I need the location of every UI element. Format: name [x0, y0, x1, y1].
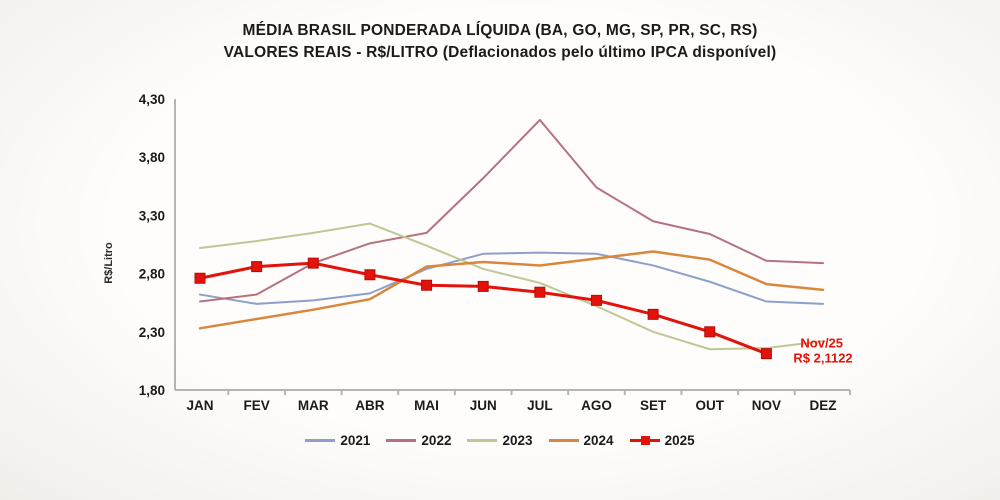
- chart-legend: 2021 2022 2023 2024 2025: [0, 433, 1000, 448]
- chart-title-line2: VALORES REAIS - R$/LITRO (Deflacionados …: [223, 44, 777, 61]
- series-line-2022: [199, 118, 825, 303]
- data-point-2025-JAN: [194, 272, 206, 284]
- annotation-line1: Nov/25: [800, 336, 843, 351]
- x-tick-label: MAR: [298, 398, 329, 413]
- x-tick-label: JUN: [470, 398, 497, 413]
- chart-title: MÉDIA BRASIL PONDERADA LÍQUIDA (BA, GO, …: [0, 20, 1000, 64]
- y-tick-label: 2,80: [139, 267, 165, 282]
- legend-swatch-2025: [629, 436, 660, 445]
- legend-item-2022: 2022: [386, 433, 451, 448]
- x-tick-label: JUL: [527, 398, 553, 413]
- data-point-2025-FEV: [251, 261, 263, 273]
- x-tick-label: OUT: [696, 398, 725, 413]
- y-tick-label: 2,30: [139, 325, 165, 340]
- data-point-2025-MAI: [421, 279, 433, 291]
- x-tick-label: NOV: [752, 398, 781, 413]
- data-point-2025-SET: [647, 308, 659, 320]
- legend-label-2022: 2022: [421, 433, 452, 448]
- legend-swatch-2023: [467, 436, 498, 445]
- y-tick-label: 3,30: [139, 208, 165, 223]
- annotation-line2: R$ 2,1122: [793, 351, 852, 366]
- x-tick-label: JAN: [186, 398, 213, 413]
- legend-label-2024: 2024: [583, 433, 614, 448]
- legend-label-2021: 2021: [340, 433, 371, 448]
- data-point-2025-NOV: [760, 348, 772, 360]
- data-point-2025-ABR: [364, 269, 376, 281]
- y-axis-title: R$/Litro: [103, 242, 115, 284]
- legend-label-2023: 2023: [502, 433, 533, 448]
- legend-label-2025: 2025: [664, 433, 695, 448]
- x-tick-label: MAI: [414, 398, 439, 413]
- x-tick-label: FEV: [244, 398, 270, 413]
- data-point-2025-OUT: [704, 326, 716, 338]
- data-point-2025-JUL: [534, 286, 546, 298]
- x-tick-label: DEZ: [810, 398, 837, 413]
- legend-swatch-2021: [305, 436, 336, 445]
- y-tick-label: 1,80: [139, 383, 165, 398]
- series-line-2021: [199, 251, 825, 305]
- series-line-2023: [199, 222, 825, 351]
- data-point-2025-JUN: [477, 280, 489, 292]
- series-line-2024: [198, 250, 825, 330]
- legend-item-2021: 2021: [305, 433, 370, 448]
- legend-item-2023: 2023: [467, 433, 533, 448]
- x-tick-label: ABR: [355, 398, 384, 413]
- data-point-2025-AGO: [590, 294, 602, 306]
- chart-title-line1: MÉDIA BRASIL PONDERADA LÍQUIDA (BA, GO, …: [242, 22, 758, 39]
- x-tick-label: SET: [640, 398, 667, 413]
- data-point-2025-MAR: [307, 257, 319, 269]
- y-tick-label: 4,30: [139, 92, 165, 107]
- legend-item-2025: 2025: [629, 433, 695, 448]
- legend-swatch-2022: [386, 436, 417, 445]
- x-tick-label: AGO: [581, 398, 612, 413]
- y-tick-label: 3,80: [139, 150, 165, 165]
- legend-item-2024: 2024: [548, 433, 614, 448]
- legend-swatch-2024: [548, 436, 579, 445]
